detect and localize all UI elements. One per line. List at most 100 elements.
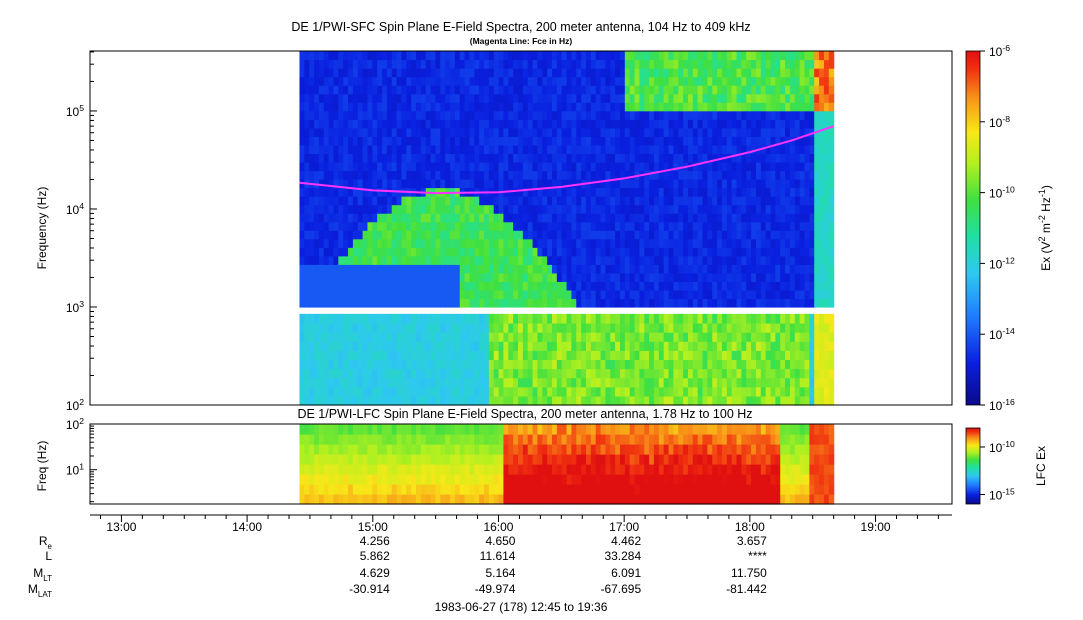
lfc-spectrogram-cell (537, 474, 543, 485)
sfc-spectrogram-cell (304, 230, 310, 240)
sfc-spectrogram-cell (352, 368, 359, 379)
sfc-spectrogram-cell (479, 386, 485, 397)
sfc-spectrogram-cell (653, 289, 660, 300)
sfc-spectrogram-cell (590, 85, 597, 95)
sfc-spectrogram-cell (445, 359, 451, 370)
sfc-spectrogram-cell (367, 322, 373, 333)
sfc-spectrogram-cell (561, 341, 568, 351)
sfc-spectrogram-cell (707, 127, 713, 137)
lfc-spectrogram-cell (338, 424, 344, 435)
sfc-spectrogram-cell (619, 153, 626, 163)
sfc-spectrogram-cell (789, 153, 796, 163)
sfc-spectrogram-cell (328, 255, 335, 265)
sfc-spectrogram-cell (537, 85, 543, 95)
sfc-spectrogram-cell (804, 264, 810, 274)
sfc-spectrogram-cell (595, 255, 602, 265)
sfc-spectrogram-cell (454, 332, 461, 342)
sfc-spectrogram-cell (605, 213, 611, 223)
sfc-spectrogram-cell (828, 85, 835, 95)
sfc-spectrogram-cell (551, 247, 558, 257)
sfc-spectrogram-cell (348, 264, 354, 274)
lfc-spectrogram-cell (513, 474, 519, 485)
lfc-spectrogram-cell (333, 444, 339, 455)
sfc-spectrogram-cell (469, 386, 475, 397)
sfc-spectrogram-cell (445, 144, 451, 154)
sfc-spectrogram-cell (338, 264, 344, 274)
sfc-spectrogram-cell (459, 76, 466, 86)
sfc-spectrogram-cell (367, 238, 373, 248)
sfc-spectrogram-cell (571, 332, 577, 342)
sfc-spectrogram-cell (484, 322, 490, 333)
sfc-spectrogram-cell (799, 368, 806, 379)
sfc-spectrogram-cell (741, 196, 747, 206)
sfc-spectrogram-cell (780, 85, 786, 95)
sfc-spectrogram-cell (780, 221, 786, 231)
sfc-spectrogram-cell (435, 51, 441, 61)
sfc-spectrogram-cell (668, 144, 674, 154)
sfc-spectrogram-cell (445, 281, 451, 291)
sfc-spectrogram-cell (576, 359, 582, 370)
sfc-spectrogram-cell (566, 350, 573, 361)
lfc-spectrogram-cell (576, 484, 582, 495)
sfc-spectrogram-cell (498, 102, 505, 112)
sfc-spectrogram-cell (503, 204, 509, 214)
sfc-spectrogram-cell (804, 144, 810, 154)
sfc-spectrogram-cell (804, 68, 810, 78)
sfc-spectrogram-cell (731, 350, 738, 361)
sfc-spectrogram-cell (668, 230, 674, 240)
sfc-spectrogram-cell (663, 144, 670, 154)
sfc-spectrogram-cell (333, 313, 339, 324)
sfc-spectrogram-cell (780, 255, 786, 265)
sfc-spectrogram-cell (343, 187, 349, 197)
sfc-spectrogram-cell (683, 136, 689, 146)
sfc-spectrogram-cell (493, 102, 500, 112)
sfc-spectrogram-cell (469, 204, 475, 214)
sfc-spectrogram-cell (828, 368, 835, 379)
sfc-spectrogram-cell (561, 313, 568, 324)
sfc-spectrogram-cell (527, 359, 534, 370)
sfc-spectrogram-cell (571, 322, 577, 333)
sfc-spectrogram-cell (450, 238, 456, 248)
sfc-spectrogram-cell (556, 238, 563, 248)
sfc-spectrogram-cell (785, 247, 791, 257)
sfc-spectrogram-cell (561, 368, 568, 379)
sfc-spectrogram-cell (624, 332, 631, 342)
lfc-spectrogram-cell (518, 454, 524, 465)
sfc-spectrogram-cell (386, 247, 393, 257)
sfc-spectrogram-cell (309, 368, 315, 379)
lfc-spectrogram-cell (484, 454, 490, 465)
sfc-spectrogram-cell (333, 272, 339, 282)
sfc-spectrogram-cell (600, 230, 607, 240)
sfc-spectrogram-cell (775, 196, 781, 206)
sfc-spectrogram-cell (755, 322, 762, 333)
sfc-spectrogram-cell (780, 102, 786, 112)
sfc-spectrogram-cell (382, 51, 388, 61)
sfc-spectrogram-cell (707, 213, 713, 223)
sfc-spectrogram-cell (678, 289, 684, 300)
sfc-spectrogram-cell (391, 230, 398, 240)
sfc-spectrogram-cell (819, 341, 825, 351)
sfc-spectrogram-cell (411, 368, 417, 379)
sfc-spectrogram-cell (576, 161, 582, 172)
sfc-spectrogram-cell (721, 221, 728, 231)
lfc-spectrogram-cell (537, 454, 543, 465)
lfc-spectrogram-cell (396, 434, 403, 445)
sfc-spectrogram-cell (357, 341, 364, 351)
sfc-spectrogram-cell (309, 119, 315, 129)
sfc-spectrogram-cell (615, 341, 621, 351)
sfc-spectrogram-cell (479, 136, 485, 146)
sfc-spectrogram-cell (678, 204, 684, 214)
sfc-spectrogram-cell (692, 230, 699, 240)
lfc-spectrogram-cell (493, 484, 500, 495)
sfc-spectrogram-cell (736, 119, 742, 129)
lfc-spectrogram-cell (406, 454, 412, 465)
sfc-spectrogram-cell (314, 196, 320, 206)
sfc-spectrogram-cell (663, 230, 670, 240)
sfc-spectrogram-cell (721, 289, 728, 300)
sfc-spectrogram-cell (440, 144, 446, 154)
sfc-spectrogram-cell (629, 341, 636, 351)
sfc-spectrogram-cell (542, 289, 548, 300)
sfc-spectrogram-cell (634, 272, 641, 282)
lfc-spectrogram-cell (386, 434, 393, 445)
sfc-spectrogram-cell (644, 298, 650, 308)
